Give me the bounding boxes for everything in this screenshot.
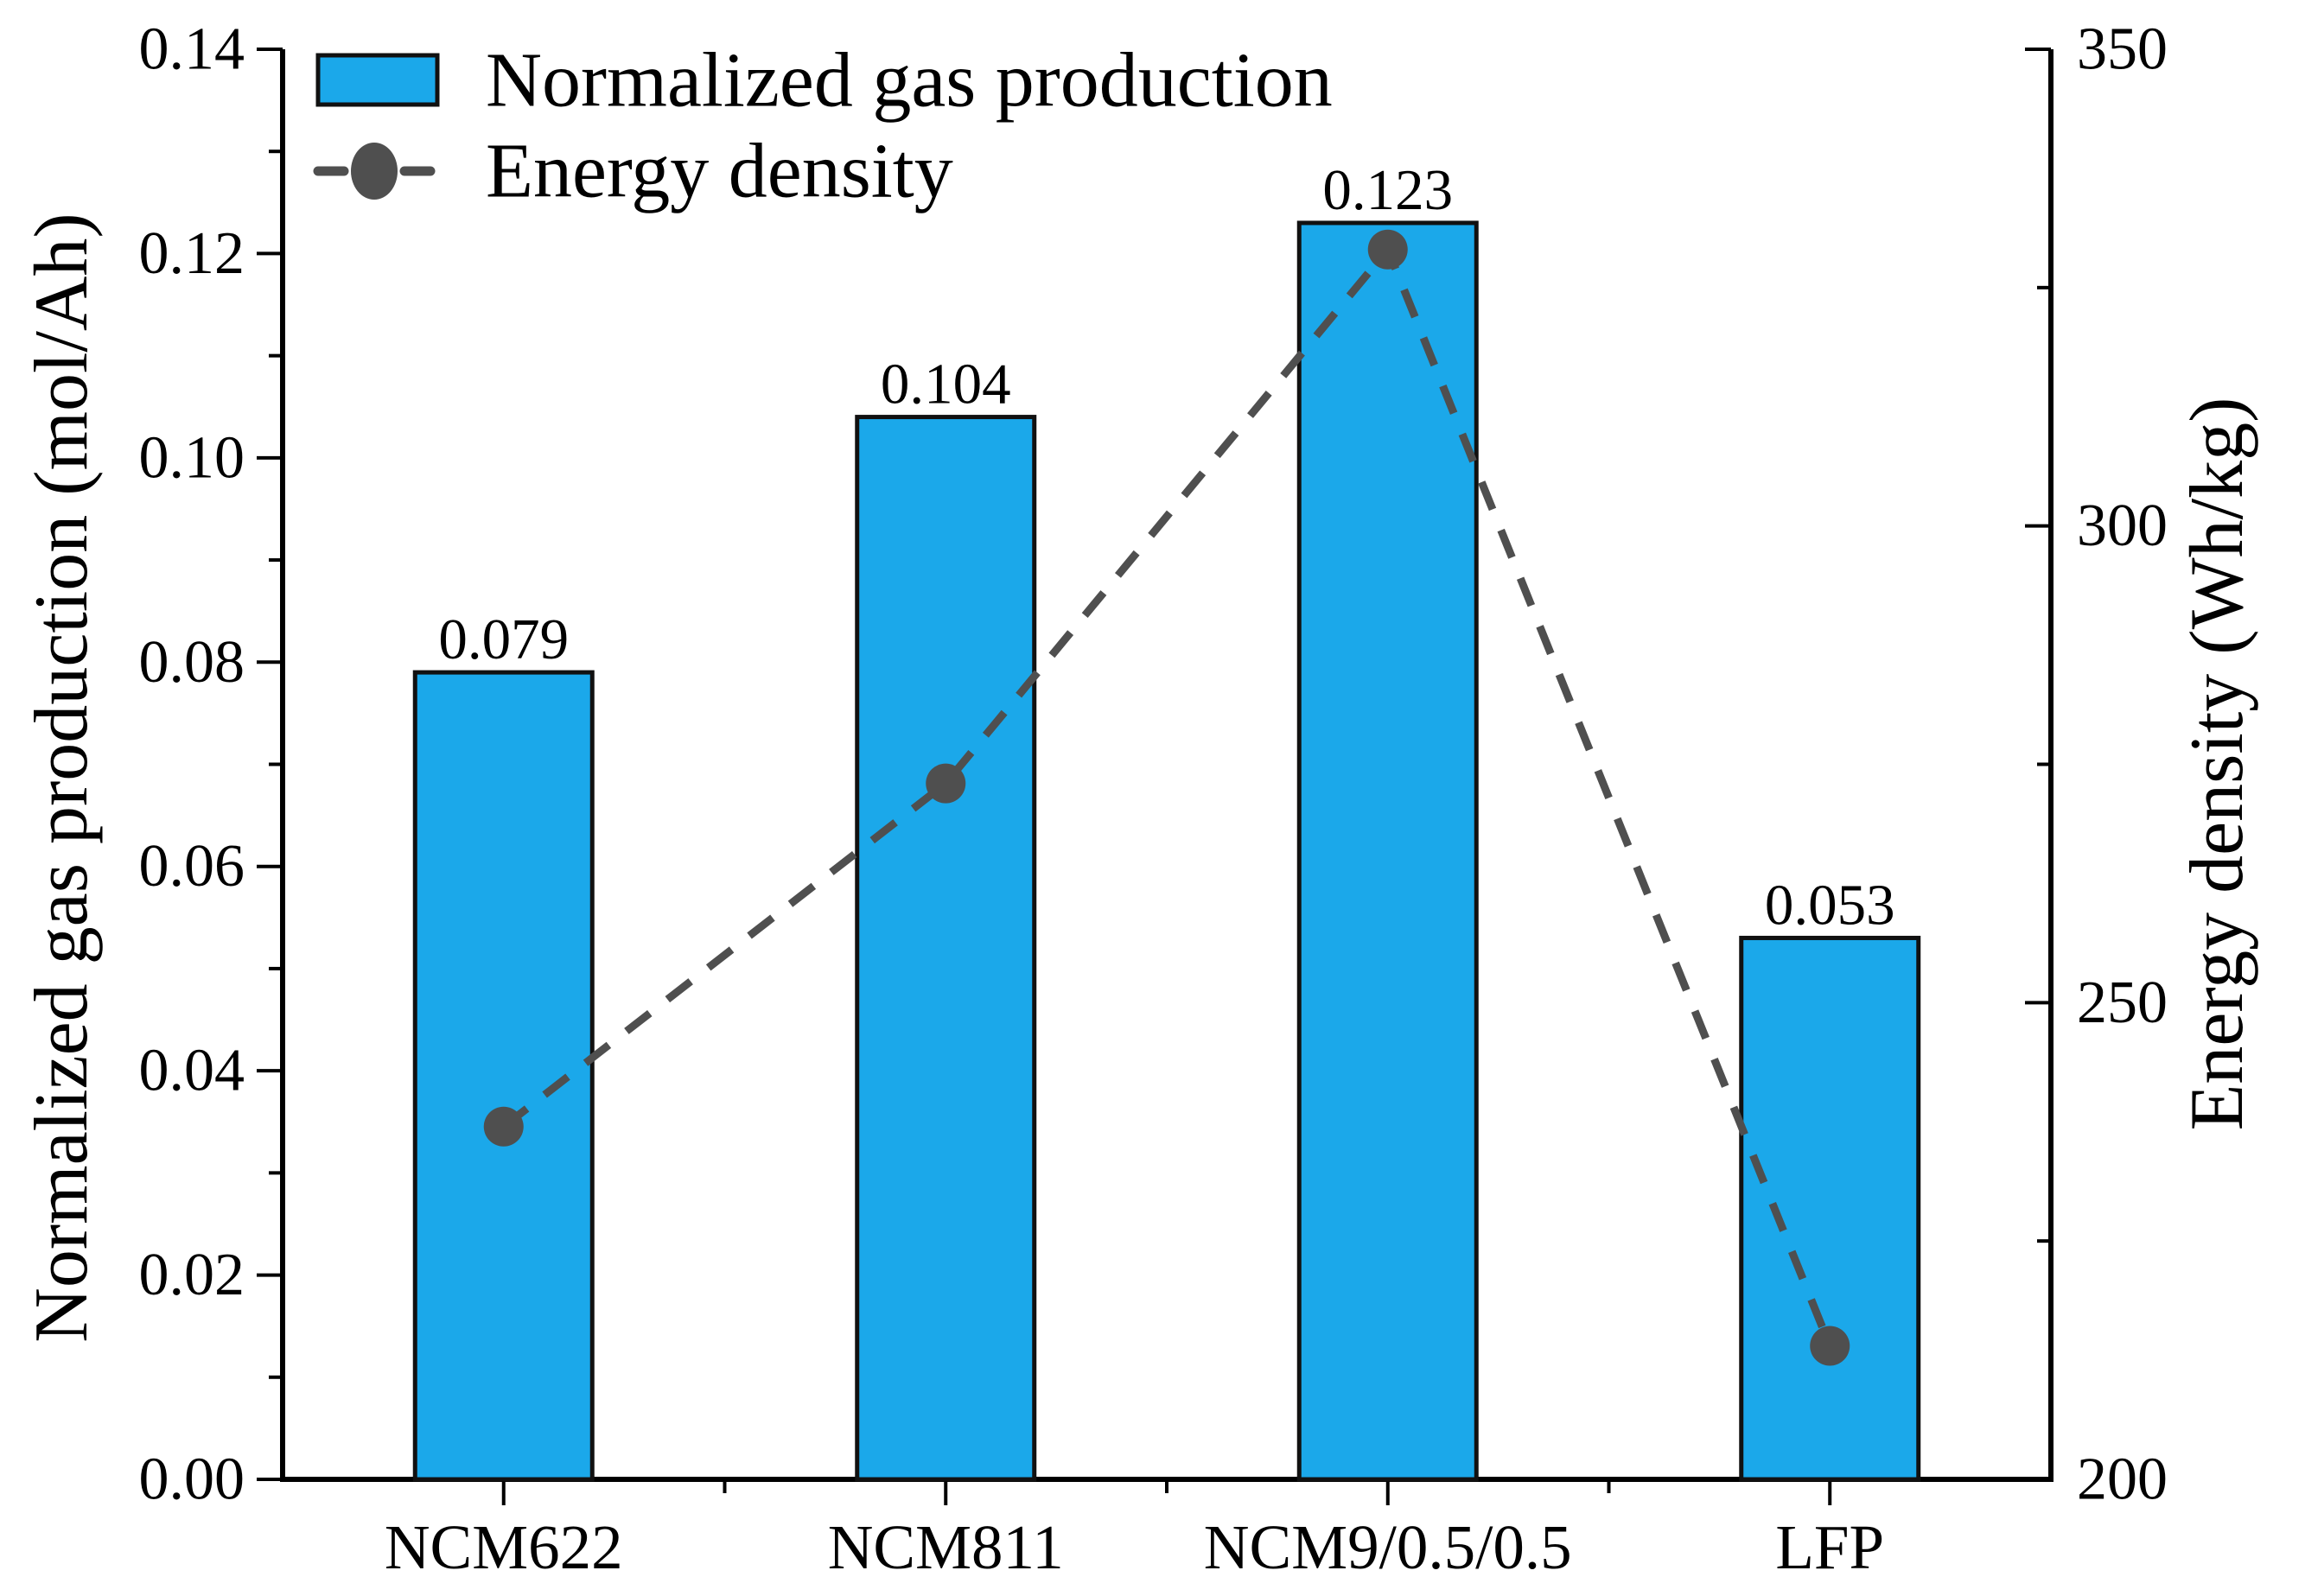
left-tick-label: 0.06 [139,833,245,900]
left-tick-label: 0.00 [139,1447,245,1513]
bar-value-label: 0.053 [1765,873,1895,937]
left-tick-label: 0.04 [139,1038,245,1104]
bar-value-label: 0.079 [438,607,569,671]
left-axis-title: Normalized gas production (mol/Ah) [20,213,104,1342]
energy-density-marker [926,763,966,804]
energy-density-marker [483,1106,524,1147]
left-tick-label: 0.08 [139,629,245,696]
category-label: NCM9/0.5/0.5 [1204,1512,1572,1582]
bar-value-label: 0.123 [1322,158,1453,222]
right-tick-label: 300 [2077,493,2168,559]
left-tick-label: 0.12 [139,220,245,287]
right-tick-label: 200 [2077,1447,2168,1513]
right-axis-title: Energy density (Wh/kg) [2175,397,2259,1131]
bar [1739,935,1921,1482]
energy-density-dashed-line [500,242,1834,1348]
legend: Normalized gas production Energy density [313,38,1333,214]
energy-density-line-series [483,229,1850,1366]
legend-marker-dot-icon [351,143,398,200]
right-tick-label: 350 [2077,16,2168,83]
bar-value-label: 0.104 [881,353,1011,416]
axis-ticks [257,48,2051,1505]
category-label: NCM811 [828,1512,1064,1582]
bar-value-labels: 0.079 0.104 0.123 0.053 [438,158,1894,937]
legend-bar-swatch-icon [315,53,440,107]
left-tick-label: 0.02 [139,1242,245,1308]
axis-tick-labels: 0.00 0.02 0.04 0.06 0.08 0.10 0.12 0.14 200 250 30… [139,16,2168,1513]
category-label: NCM622 [385,1512,623,1582]
energy-density-marker [1810,1326,1850,1366]
bar-series [412,220,1921,1482]
left-tick-label: 0.14 [139,16,245,83]
legend-label-energy-density: Energy density [486,129,953,214]
bar [855,415,1037,1482]
category-labels: NCM622 NCM811 NCM9/0.5/0.5 LFP [385,1512,1884,1582]
energy-density-marker [1367,229,1408,270]
legend-label-gas-production: Normalized gas production [486,38,1333,124]
category-label: LFP [1775,1512,1884,1582]
right-tick-label: 250 [2077,970,2168,1036]
left-tick-label: 0.10 [139,424,245,491]
bar [1296,220,1479,1482]
